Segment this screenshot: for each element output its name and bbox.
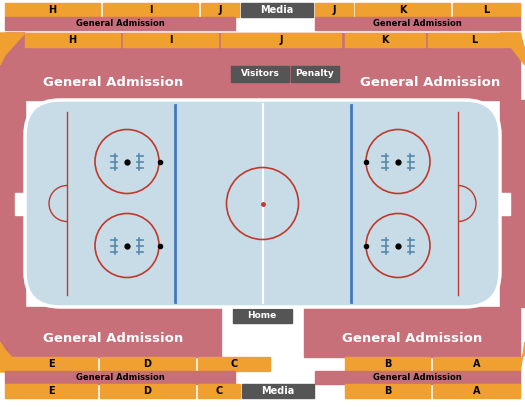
Text: General Admission: General Admission: [360, 77, 501, 90]
Text: K: K: [381, 35, 388, 45]
Polygon shape: [500, 342, 525, 372]
Text: H: H: [48, 5, 57, 15]
Text: K: K: [399, 5, 406, 15]
Bar: [315, 17, 520, 30]
Text: General Admission: General Admission: [373, 373, 462, 382]
Text: J: J: [218, 5, 222, 15]
Text: A: A: [472, 359, 480, 369]
Text: General Admission: General Admission: [373, 19, 462, 28]
Polygon shape: [500, 33, 525, 65]
Bar: [500, 193, 510, 214]
Bar: [341, 33, 520, 100]
Text: C: C: [230, 359, 238, 369]
Bar: [315, 3, 353, 17]
Polygon shape: [0, 342, 25, 372]
Bar: [500, 100, 525, 307]
Bar: [5, 3, 100, 17]
Text: D: D: [143, 359, 152, 369]
Bar: [231, 66, 289, 82]
Bar: [221, 33, 341, 100]
Text: L: L: [484, 5, 490, 15]
Text: General Admission: General Admission: [76, 373, 164, 382]
Bar: [123, 33, 218, 47]
Bar: [5, 17, 235, 30]
Bar: [315, 371, 520, 384]
Bar: [291, 66, 339, 82]
Text: General Admission: General Admission: [342, 333, 482, 346]
Text: E: E: [48, 386, 54, 396]
Bar: [198, 384, 240, 398]
Bar: [241, 3, 313, 17]
FancyBboxPatch shape: [25, 100, 500, 307]
Bar: [221, 33, 341, 47]
Text: B: B: [384, 359, 391, 369]
Bar: [453, 3, 520, 17]
Bar: [100, 357, 195, 371]
Polygon shape: [0, 33, 25, 65]
Text: I: I: [169, 35, 172, 45]
Bar: [201, 3, 239, 17]
Bar: [5, 307, 221, 357]
Text: H: H: [68, 35, 77, 45]
Text: J: J: [332, 5, 336, 15]
Text: General Admission: General Admission: [43, 333, 183, 346]
Text: Media: Media: [261, 386, 295, 396]
Bar: [304, 307, 520, 357]
Bar: [100, 384, 195, 398]
Text: L: L: [471, 35, 477, 45]
Bar: [5, 357, 97, 371]
Text: Media: Media: [260, 5, 293, 15]
Bar: [233, 309, 292, 323]
Bar: [355, 3, 450, 17]
Bar: [5, 371, 235, 384]
Text: Penalty: Penalty: [296, 70, 334, 79]
Bar: [198, 357, 270, 371]
Bar: [0, 100, 25, 307]
Text: E: E: [48, 359, 54, 369]
Text: D: D: [143, 386, 152, 396]
Bar: [433, 384, 520, 398]
Bar: [433, 357, 520, 371]
Bar: [345, 384, 430, 398]
Bar: [15, 193, 25, 214]
Bar: [428, 33, 520, 47]
Text: C: C: [215, 386, 223, 396]
Text: General Admission: General Admission: [43, 77, 183, 90]
Bar: [25, 33, 120, 47]
Bar: [103, 3, 198, 17]
Bar: [345, 357, 430, 371]
Text: General Admission: General Admission: [76, 19, 164, 28]
Text: J: J: [279, 35, 283, 45]
Bar: [5, 33, 221, 100]
Text: Home: Home: [247, 311, 277, 320]
Text: Visitors: Visitors: [240, 70, 279, 79]
Text: B: B: [384, 386, 391, 396]
Bar: [5, 384, 97, 398]
Text: I: I: [149, 5, 152, 15]
Polygon shape: [0, 33, 25, 372]
Text: A: A: [472, 386, 480, 396]
Bar: [345, 33, 425, 47]
Bar: [242, 384, 314, 398]
